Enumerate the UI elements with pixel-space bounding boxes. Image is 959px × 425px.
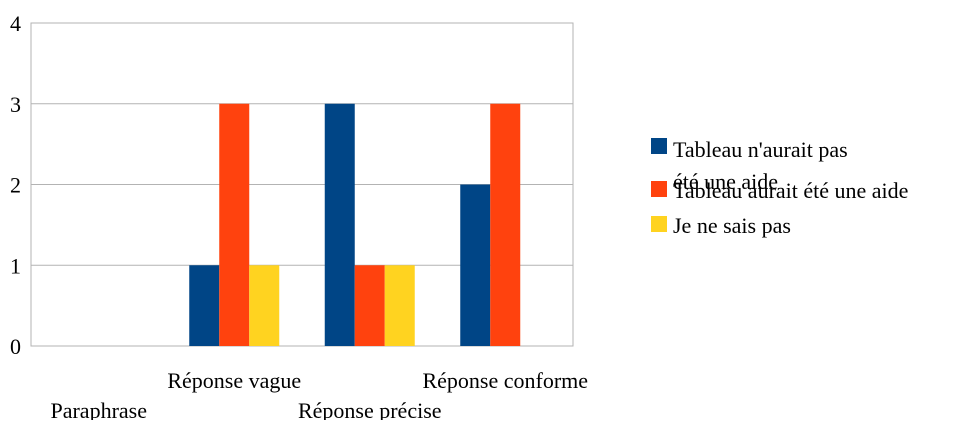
y-tick-label: 2 [10, 173, 21, 198]
legend-label: Tableau aurait été une aide [673, 178, 908, 203]
bar [354, 265, 385, 346]
bar [219, 103, 250, 346]
y-tick-label: 3 [10, 92, 21, 117]
y-tick-label: 4 [10, 11, 21, 36]
x-tick-label: Réponse vague [167, 368, 301, 393]
legend-swatch [651, 138, 667, 154]
y-tick-label: 1 [10, 253, 21, 278]
bar [249, 265, 280, 346]
bar [324, 103, 355, 346]
x-tick-label: Réponse précise [298, 398, 442, 420]
legend-swatch [651, 181, 667, 197]
y-tick-label: 0 [10, 334, 21, 359]
bar [384, 265, 415, 346]
bar [189, 265, 220, 346]
bar [490, 103, 521, 346]
x-tick-label: Réponse conforme [422, 368, 588, 393]
legend-label: Je ne sais pas [673, 213, 791, 238]
legend-label: Tableau n'aurait pas été une aide [673, 137, 848, 194]
bar [460, 184, 491, 346]
x-tick-label: Paraphrase [50, 398, 147, 420]
legend-swatch [651, 216, 667, 232]
